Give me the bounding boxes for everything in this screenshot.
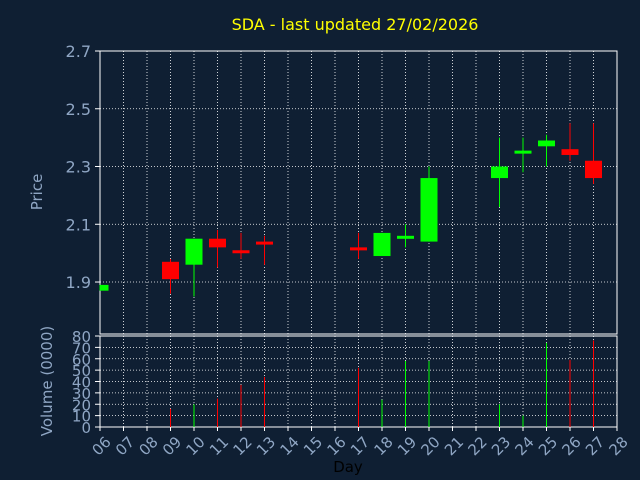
candle-body xyxy=(538,140,555,147)
price-tick-label: 2.1 xyxy=(66,215,91,234)
volume-tick-label: 50 xyxy=(72,362,91,380)
candle-body xyxy=(514,150,532,154)
x-tick-label: 22 xyxy=(465,433,491,459)
x-tick-label: 18 xyxy=(371,433,397,459)
x-tick-label: 16 xyxy=(324,433,350,459)
volume-tick-label: 0 xyxy=(81,419,91,437)
price-panel: 1.9 2.1 2.3 2.5 2.7 xyxy=(66,42,618,335)
price-tick-label: 2.5 xyxy=(66,100,91,119)
price-tick-label: 2.7 xyxy=(66,42,91,61)
x-tick-label: 26 xyxy=(559,433,585,459)
candle-body xyxy=(232,250,250,254)
x-tick-label: 08 xyxy=(136,433,162,459)
price-axis-label: Price xyxy=(28,174,46,211)
x-tick-label: 15 xyxy=(300,433,326,459)
candle-body xyxy=(373,232,391,257)
x-tick-label: 27 xyxy=(582,433,608,459)
candle-body xyxy=(256,241,273,245)
price-tick-label: 2.3 xyxy=(66,158,91,177)
x-tick-label: 24 xyxy=(512,433,538,459)
candle-body xyxy=(397,235,414,239)
volume-tick-label: 30 xyxy=(72,385,91,403)
candle-body xyxy=(100,284,109,291)
x-tick-label: 28 xyxy=(606,433,632,459)
x-axis-label: Day xyxy=(333,458,363,476)
x-tick-label: 21 xyxy=(441,433,467,459)
x-tick-label: 12 xyxy=(230,433,256,459)
volume-tick-label: 80 xyxy=(72,328,91,346)
volume-tick-label: 40 xyxy=(72,374,91,392)
x-tick-label: 19 xyxy=(394,433,420,459)
x-tick-label: 14 xyxy=(277,433,303,459)
price-frame xyxy=(99,50,618,335)
chart-title: SDA - last updated 27/02/2026 xyxy=(232,15,479,34)
x-tick-label: 13 xyxy=(253,433,279,459)
volume-tick-label: 10 xyxy=(72,408,91,426)
candle-body xyxy=(209,238,226,248)
price-tick-label: 1.9 xyxy=(66,273,91,292)
candle-body xyxy=(491,166,508,179)
volume-tick-label: 20 xyxy=(72,396,91,414)
x-axis: 0607080910111213141516171819202122232425… xyxy=(89,427,632,459)
candle-body xyxy=(561,149,579,155)
volume-axis-label: Volume (0000) xyxy=(38,326,56,436)
x-tick-label: 10 xyxy=(183,433,209,459)
candle-body xyxy=(185,238,203,265)
x-tick-label: 06 xyxy=(89,433,115,459)
candle-body xyxy=(350,247,367,251)
x-tick-label: 20 xyxy=(418,433,444,459)
x-tick-label: 11 xyxy=(206,433,232,459)
x-tick-label: 07 xyxy=(112,433,138,459)
candle-body xyxy=(585,160,602,179)
volume-tick-label: 70 xyxy=(72,339,91,357)
x-tick-label: 23 xyxy=(488,433,514,459)
volume-tick-label: 60 xyxy=(72,351,91,369)
x-tick-label: 09 xyxy=(159,433,185,459)
x-tick-label: 17 xyxy=(347,433,373,459)
candle-body xyxy=(420,178,438,242)
candle-body xyxy=(162,261,179,280)
x-tick-label: 25 xyxy=(535,433,561,459)
